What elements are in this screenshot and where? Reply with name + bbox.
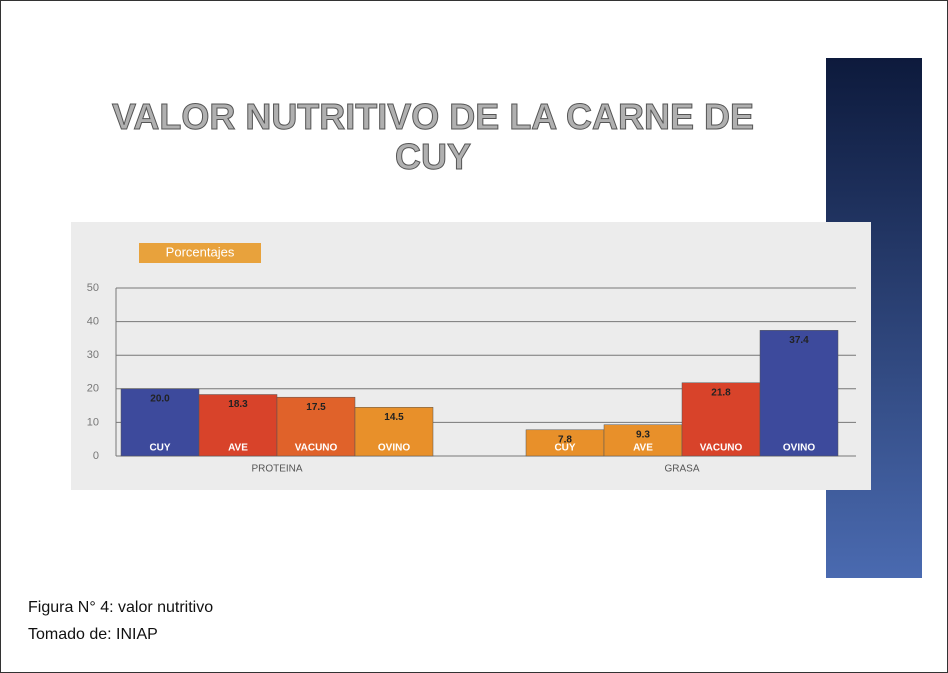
y-tick-label: 50 bbox=[87, 282, 99, 294]
series-label: CUY bbox=[149, 443, 170, 454]
series-label: OVINO bbox=[378, 443, 410, 454]
series-label: VACUNO bbox=[295, 443, 338, 454]
data-label: 17.5 bbox=[306, 402, 326, 413]
slide: VALOR NUTRITIVO DE LA CARNE DECUY Porcen… bbox=[0, 0, 948, 673]
x-tick-label: PROTEINA bbox=[251, 464, 302, 475]
bar bbox=[760, 330, 838, 456]
data-label: 21.8 bbox=[711, 387, 731, 398]
series-label: VACUNO bbox=[700, 443, 743, 454]
y-tick-label: 10 bbox=[87, 416, 99, 428]
data-label: 9.3 bbox=[636, 429, 650, 440]
y-tick-label: 30 bbox=[87, 349, 99, 361]
chart: VALOR NUTRITIVO DE LA CARNE DECUY Porcen… bbox=[1, 1, 947, 672]
x-tick-label: GRASA bbox=[664, 464, 699, 475]
y-tick-label: 0 bbox=[93, 450, 99, 462]
data-label: 18.3 bbox=[228, 399, 248, 410]
series-label: OVINO bbox=[783, 443, 815, 454]
caption: Figura N° 4: valor nutritivo bbox=[28, 599, 213, 616]
series-label: AVE bbox=[633, 443, 653, 454]
y-tick-label: 20 bbox=[87, 383, 99, 395]
data-label: 20.0 bbox=[150, 393, 170, 404]
data-label: 37.4 bbox=[789, 335, 809, 346]
y-tick-label: 40 bbox=[87, 316, 99, 328]
series-label: CUY bbox=[554, 443, 575, 454]
axis-label: Porcentajes bbox=[166, 244, 235, 259]
series-label: AVE bbox=[228, 443, 248, 454]
caption: Tomado de: INIAP bbox=[28, 626, 158, 643]
data-label: 14.5 bbox=[384, 412, 404, 423]
